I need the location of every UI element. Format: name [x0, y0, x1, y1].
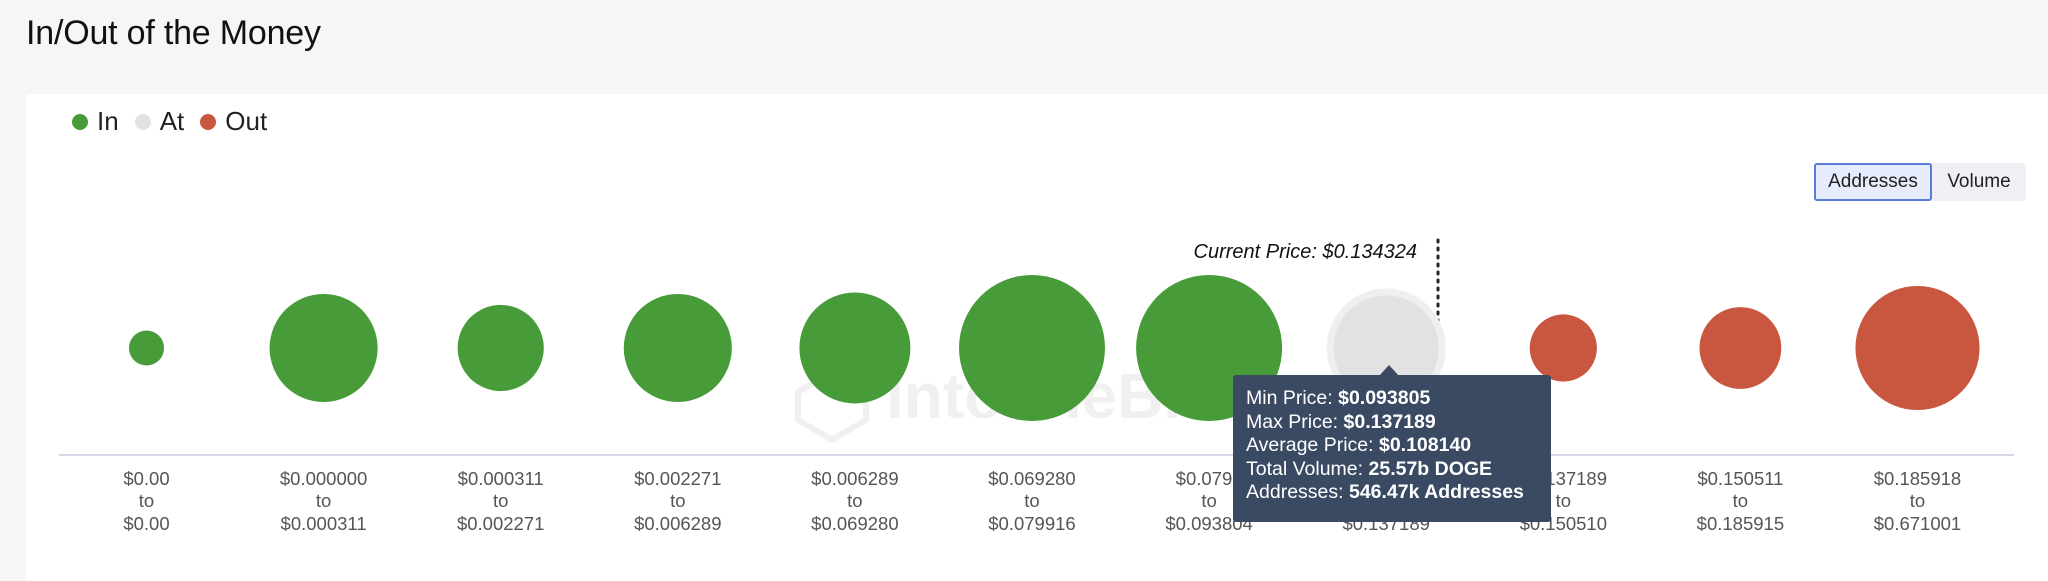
- tooltip-label: Total Volume:: [1246, 457, 1364, 480]
- tick-label-to-word-6: to: [1201, 490, 1216, 511]
- tooltip-label: Average Price:: [1246, 434, 1374, 456]
- legend-dot-at: [134, 113, 151, 130]
- bubble-in-2[interactable]: [457, 304, 544, 392]
- tick-label-to-word-5: to: [1024, 490, 1039, 511]
- tick-label-to-word-8: to: [1556, 490, 1571, 511]
- metric-toggle: Addresses Volume: [1814, 163, 2026, 201]
- current-price-label: Current Price: $0.134324: [1194, 241, 1417, 263]
- tooltip-label: Addresses:: [1246, 481, 1344, 503]
- tooltip-row-average-price: Average Price: $0.108140: [1246, 434, 1551, 458]
- tick-label-from-5: $0.069280: [988, 468, 1075, 489]
- addresses-toggle-button[interactable]: Addresses: [1814, 163, 1932, 201]
- tooltip-row-addresses: Addresses: 546.47k Addresses: [1246, 481, 1551, 505]
- bubble-out-8[interactable]: [1529, 314, 1597, 382]
- tick-label-to-1: $0.000311: [281, 513, 367, 534]
- chart-legend: In At Out: [72, 106, 267, 137]
- tick-label-from-3: $0.002271: [634, 468, 721, 489]
- tick-label-to-word-1: to: [316, 490, 331, 511]
- tick-label-to-10: $0.671001: [1874, 513, 1961, 534]
- tooltip-label: Min Price:: [1246, 387, 1333, 409]
- tick-label-from-4: $0.006289: [811, 468, 898, 489]
- tick-label-from-2: $0.000311: [458, 468, 544, 489]
- bubble-at-7[interactable]: [1333, 295, 1439, 401]
- tick-label-to-0: $0.00: [123, 513, 169, 534]
- legend-item-out[interactable]: Out: [200, 106, 267, 137]
- tick-label-to-word-2: to: [493, 490, 508, 511]
- page-title: In/Out of the Money: [26, 14, 321, 52]
- tooltip-value: 546.47k Addresses: [1348, 481, 1524, 503]
- tick-label-to-3: $0.006289: [634, 513, 721, 534]
- volume-toggle-button[interactable]: Volume: [1947, 171, 2011, 192]
- tick-label-to-4: $0.069280: [811, 513, 898, 534]
- bubble-in-3[interactable]: [623, 293, 732, 403]
- bubble-tooltip: Min Price: $0.093805 Max Price: $0.13718…: [1233, 375, 1551, 522]
- tooltip-pointer: [1379, 365, 1399, 376]
- tick-label-from-1: $0.000000: [280, 468, 367, 489]
- tick-label-to-word-9: to: [1733, 490, 1748, 511]
- tick-label-from-9: $0.150511: [1697, 468, 1783, 489]
- bubble-in-1[interactable]: [269, 293, 378, 403]
- tick-label-to-word-4: to: [847, 490, 862, 511]
- tooltip-row-total-volume: Total Volume: 25.57b DOGE: [1246, 458, 1551, 482]
- tick-label-to-6: $0.093804: [1165, 513, 1252, 534]
- tooltip-value: $0.093805: [1338, 387, 1431, 409]
- tooltip-value: $0.137189: [1343, 410, 1436, 433]
- tick-label-from-6: $0.0799: [1176, 468, 1243, 489]
- bubble-out-9[interactable]: [1699, 307, 1782, 389]
- tick-label-to-word-0: to: [139, 490, 154, 511]
- tooltip-row-max-price: Max Price: $0.137189: [1246, 411, 1551, 435]
- legend-label-out: Out: [225, 106, 268, 136]
- tooltip-row-min-price: Min Price: $0.093805: [1246, 387, 1551, 411]
- tick-label-from-10: $0.185918: [1874, 468, 1961, 489]
- legend-label-at: At: [159, 106, 185, 136]
- bubble-in-4[interactable]: [799, 292, 911, 404]
- tooltip-value: 25.57b DOGE: [1368, 457, 1493, 480]
- bubble-in-0[interactable]: [128, 330, 165, 366]
- tick-label-to-5: $0.079916: [988, 513, 1075, 534]
- legend-dot-in: [72, 113, 88, 130]
- legend-dot-out: [200, 113, 217, 130]
- tooltip-value: $0.108140: [1378, 434, 1472, 456]
- tooltip-label: Max Price:: [1246, 410, 1339, 433]
- legend-item-in[interactable]: In: [72, 106, 119, 137]
- tick-label-from-0: $0.00: [123, 468, 169, 489]
- bubble-in-5[interactable]: [959, 275, 1105, 421]
- tick-label-to-2: $0.002271: [457, 513, 544, 534]
- bubble-out-10[interactable]: [1855, 285, 1980, 411]
- legend-label-in: In: [97, 106, 119, 136]
- legend-item-at[interactable]: At: [134, 106, 185, 137]
- tick-label-to-9: $0.185915: [1697, 513, 1784, 534]
- tick-label-to-word-3: to: [670, 490, 685, 511]
- tick-label-to-word-10: to: [1910, 490, 1925, 511]
